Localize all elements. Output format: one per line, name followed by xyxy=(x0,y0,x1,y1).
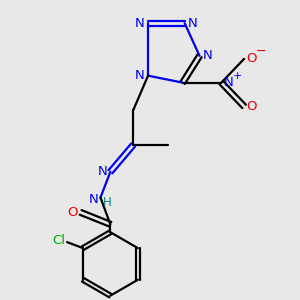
Text: N: N xyxy=(135,17,145,30)
Text: N: N xyxy=(89,193,98,206)
Text: +: + xyxy=(232,71,242,81)
Text: Cl: Cl xyxy=(52,234,66,247)
Text: O: O xyxy=(246,100,256,113)
Text: H: H xyxy=(103,196,112,209)
Text: O: O xyxy=(246,52,256,65)
Text: N: N xyxy=(135,69,145,82)
Text: −: − xyxy=(256,44,266,57)
Text: O: O xyxy=(68,206,78,219)
Text: N: N xyxy=(98,165,107,178)
Text: N: N xyxy=(188,17,197,30)
Text: N: N xyxy=(224,76,233,89)
Text: N: N xyxy=(202,50,212,62)
